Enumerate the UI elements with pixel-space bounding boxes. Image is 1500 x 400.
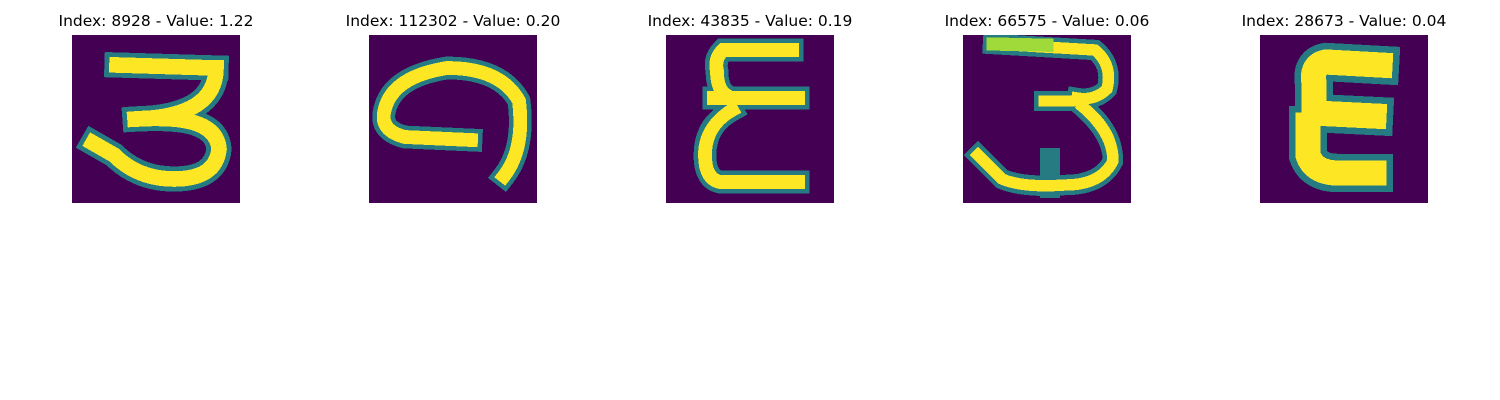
panel-title: Index: 66575 - Value: 0.06 (944, 12, 1150, 30)
panel-title: Index: 43835 - Value: 0.19 (647, 12, 853, 30)
digit-image-e (1260, 35, 1428, 203)
digit-image-nine (369, 35, 537, 203)
digit-image-three (963, 35, 1131, 203)
panel-3: Index: 43835 - Value: 0.19 (600, 0, 900, 210)
panel-1: Index: 8928 - Value: 1.22 (6, 0, 306, 210)
panel-title: Index: 28673 - Value: 0.04 (1241, 12, 1447, 30)
panel-title: Index: 112302 - Value: 0.20 (345, 12, 561, 30)
panel-5: Index: 28673 - Value: 0.04 (1194, 0, 1494, 210)
panel-4: Index: 66575 - Value: 0.06 (897, 0, 1197, 210)
panel-2: Index: 112302 - Value: 0.20 (303, 0, 603, 210)
digit-image-three (72, 35, 240, 203)
panel-title: Index: 8928 - Value: 1.22 (58, 12, 254, 30)
digit-image-e (666, 35, 834, 203)
